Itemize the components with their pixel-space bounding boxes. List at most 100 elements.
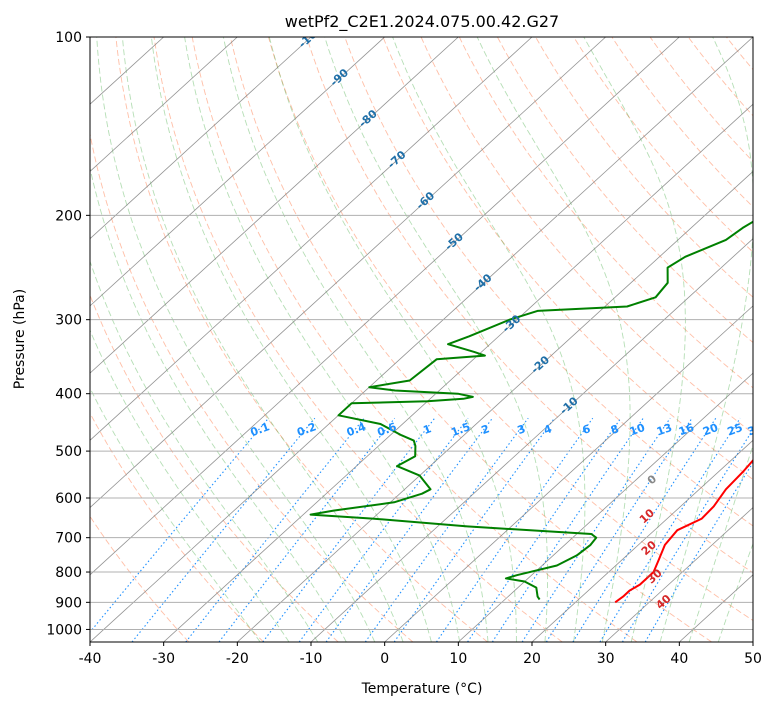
moist-adiabat-line xyxy=(324,37,549,642)
dry-adiabat-line xyxy=(535,37,753,298)
isotherm-line xyxy=(90,37,385,307)
isotherm-line xyxy=(310,238,753,642)
dewpoint-profile-line xyxy=(309,220,753,601)
mixing-ratio-label: 3 xyxy=(516,422,528,437)
y-axis: 100 200 300 400 500 600 700 800 900 1000 xyxy=(46,30,90,638)
dry-adiabat-line xyxy=(497,37,753,344)
y-tick-label: 900 xyxy=(55,595,82,611)
moist-adiabat-line xyxy=(90,329,290,642)
y-axis-title: Pressure (hPa) xyxy=(12,289,28,389)
moist-adiabat-line xyxy=(583,37,686,642)
isotherm-line xyxy=(237,170,753,642)
mixing-ratio-label: 0.4 xyxy=(345,420,368,439)
isotherm-line xyxy=(163,103,753,642)
moist-adiabat-line xyxy=(90,259,319,642)
x-tick-label: 0 xyxy=(380,651,389,667)
mixing-ratio-line xyxy=(325,417,493,642)
y-tick-label: 100 xyxy=(55,30,82,46)
isotherm-line xyxy=(605,507,753,642)
y-tick-label: 700 xyxy=(55,531,82,547)
mixing-ratio-line xyxy=(393,417,555,642)
moist-adiabat-line xyxy=(688,444,753,642)
isotherm-line xyxy=(458,372,753,642)
x-tick-label: 30 xyxy=(597,651,615,667)
dry-adiabat-line xyxy=(115,37,488,642)
isotherms xyxy=(90,37,753,642)
chart-title: wetPf2_C2E1.2024.075.00.42.G27 xyxy=(285,12,559,32)
isotherm-line xyxy=(90,37,680,576)
moist-adiabat-line xyxy=(268,37,517,642)
x-tick-label: -40 xyxy=(79,651,102,667)
mixing-ratio-line xyxy=(262,417,436,642)
x-tick-label: -30 xyxy=(152,651,175,667)
mixing-ratio-label: 13 xyxy=(655,421,674,438)
y-tick-label: 800 xyxy=(55,565,82,581)
dry-adiabat-line xyxy=(90,515,190,642)
y-tick-label: 300 xyxy=(55,313,82,329)
x-tick-label: 40 xyxy=(670,651,688,667)
isotherm-line xyxy=(90,37,238,172)
mixing-ratio-label: 25 xyxy=(726,421,745,438)
dry-adiabat-line xyxy=(90,412,264,642)
isotherm-line xyxy=(531,439,753,642)
x-axis-title: Temperature (°C) xyxy=(361,681,483,697)
dry-adiabat-line xyxy=(191,37,638,642)
mixing-ratio-label: 4 xyxy=(542,422,554,437)
dry-adiabat-line xyxy=(229,37,712,642)
mixing-ratio-line xyxy=(218,417,396,642)
mixing-ratio-label: 6 xyxy=(581,422,593,437)
mixing-ratio-label: 30 xyxy=(746,421,765,439)
mixing-ratio-label: 1 xyxy=(421,422,433,437)
isotherm-line xyxy=(90,37,533,441)
mixing-ratio-label: 0.6 xyxy=(375,420,398,439)
moist-adiabat-line xyxy=(90,165,347,642)
mixing-ratio-line xyxy=(572,417,717,642)
isotherm-line xyxy=(90,37,459,374)
y-tick-label: 500 xyxy=(55,444,82,460)
moist-adiabat-line xyxy=(476,37,631,642)
dry-adiabat-line xyxy=(458,37,753,389)
y-tick-label: 1000 xyxy=(46,622,82,638)
mixing-ratio-label: 20 xyxy=(701,421,720,439)
moist-adiabat-line xyxy=(121,37,404,642)
dry-adiabat-line xyxy=(268,37,753,622)
moist-adiabat-line xyxy=(90,387,261,642)
plot-area: 0.10.20.40.611.52346810131620253036-100-… xyxy=(90,37,765,642)
y-tick-label: 200 xyxy=(55,208,82,224)
isobars xyxy=(90,37,753,630)
dry-adiabat-line xyxy=(90,293,339,642)
isotherm-line xyxy=(90,37,753,642)
moist-adiabat-line xyxy=(96,37,376,642)
plot-frame xyxy=(89,36,754,643)
dry-adiabat-line xyxy=(306,37,753,574)
moist-adiabats xyxy=(90,37,753,642)
isotherm-line xyxy=(90,37,606,509)
dry-adiabat-line xyxy=(153,37,563,642)
x-tick-label: 20 xyxy=(523,651,541,667)
mixing-ratio-line xyxy=(185,417,365,642)
moist-adiabat-line xyxy=(150,37,432,642)
isotherm-line xyxy=(90,37,312,240)
temperature-profile-line xyxy=(614,458,753,604)
mixing-ratio-line xyxy=(599,417,741,642)
x-axis: -40 -30 -20 -10 0 10 20 30 40 50 xyxy=(79,642,762,667)
mixing-ratio-label: 2 xyxy=(480,422,492,437)
mixing-ratio-label: 0.1 xyxy=(249,420,272,439)
x-tick-label: 50 xyxy=(744,651,762,667)
moist-adiabat-line xyxy=(184,37,461,642)
moist-adiabat-line xyxy=(392,37,586,642)
isotherm-line xyxy=(384,305,753,642)
mixing-ratio-line xyxy=(491,417,644,642)
y-tick-label: 600 xyxy=(55,491,82,507)
moist-adiabat-line xyxy=(659,37,753,642)
mixing-ratio-line xyxy=(364,417,529,642)
mixing-ratio-line xyxy=(545,417,693,642)
profiles xyxy=(309,220,753,604)
mixing-ratio-label: 0.2 xyxy=(295,420,318,439)
mixing-ratio-label: 1.5 xyxy=(449,420,472,439)
x-tick-label: 10 xyxy=(449,651,467,667)
mixing-ratio-label: 8 xyxy=(609,422,621,437)
x-tick-label: -10 xyxy=(300,651,323,667)
mixing-ratio-label: 10 xyxy=(628,421,647,439)
